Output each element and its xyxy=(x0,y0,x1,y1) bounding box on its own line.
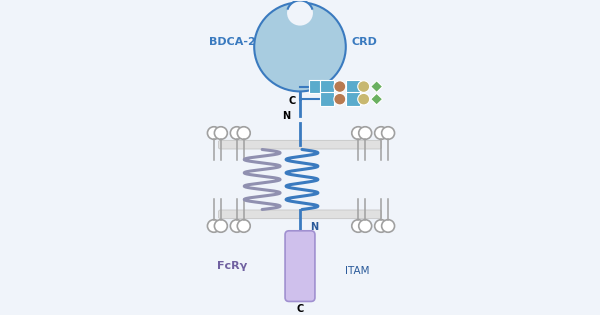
Text: N: N xyxy=(310,222,318,232)
Text: ITAM: ITAM xyxy=(345,266,369,276)
Circle shape xyxy=(254,2,346,91)
Circle shape xyxy=(382,127,395,139)
Circle shape xyxy=(237,127,250,139)
Circle shape xyxy=(358,93,370,105)
Polygon shape xyxy=(371,93,383,105)
FancyBboxPatch shape xyxy=(218,140,382,149)
Text: C: C xyxy=(289,96,296,106)
FancyBboxPatch shape xyxy=(285,231,315,301)
Circle shape xyxy=(214,127,227,139)
FancyBboxPatch shape xyxy=(346,80,360,93)
Circle shape xyxy=(358,81,370,92)
Circle shape xyxy=(374,127,388,139)
Circle shape xyxy=(237,220,250,232)
Circle shape xyxy=(352,220,365,232)
Circle shape xyxy=(287,0,313,26)
Circle shape xyxy=(230,127,243,139)
Circle shape xyxy=(208,220,220,232)
Circle shape xyxy=(208,127,220,139)
Text: FcRγ: FcRγ xyxy=(217,261,247,271)
FancyBboxPatch shape xyxy=(320,92,334,106)
Text: BDCA-2: BDCA-2 xyxy=(209,37,256,47)
Circle shape xyxy=(230,220,243,232)
Circle shape xyxy=(334,81,346,92)
Text: CRD: CRD xyxy=(352,37,377,47)
Circle shape xyxy=(214,220,227,232)
Polygon shape xyxy=(371,81,383,92)
Circle shape xyxy=(382,220,395,232)
FancyBboxPatch shape xyxy=(218,210,382,219)
Circle shape xyxy=(359,127,371,139)
FancyBboxPatch shape xyxy=(320,80,334,93)
Text: N: N xyxy=(282,111,290,121)
Circle shape xyxy=(359,220,371,232)
Circle shape xyxy=(374,220,388,232)
FancyBboxPatch shape xyxy=(309,80,323,93)
Circle shape xyxy=(334,93,346,105)
FancyBboxPatch shape xyxy=(346,92,360,106)
Circle shape xyxy=(352,127,365,139)
Text: C: C xyxy=(296,304,304,314)
